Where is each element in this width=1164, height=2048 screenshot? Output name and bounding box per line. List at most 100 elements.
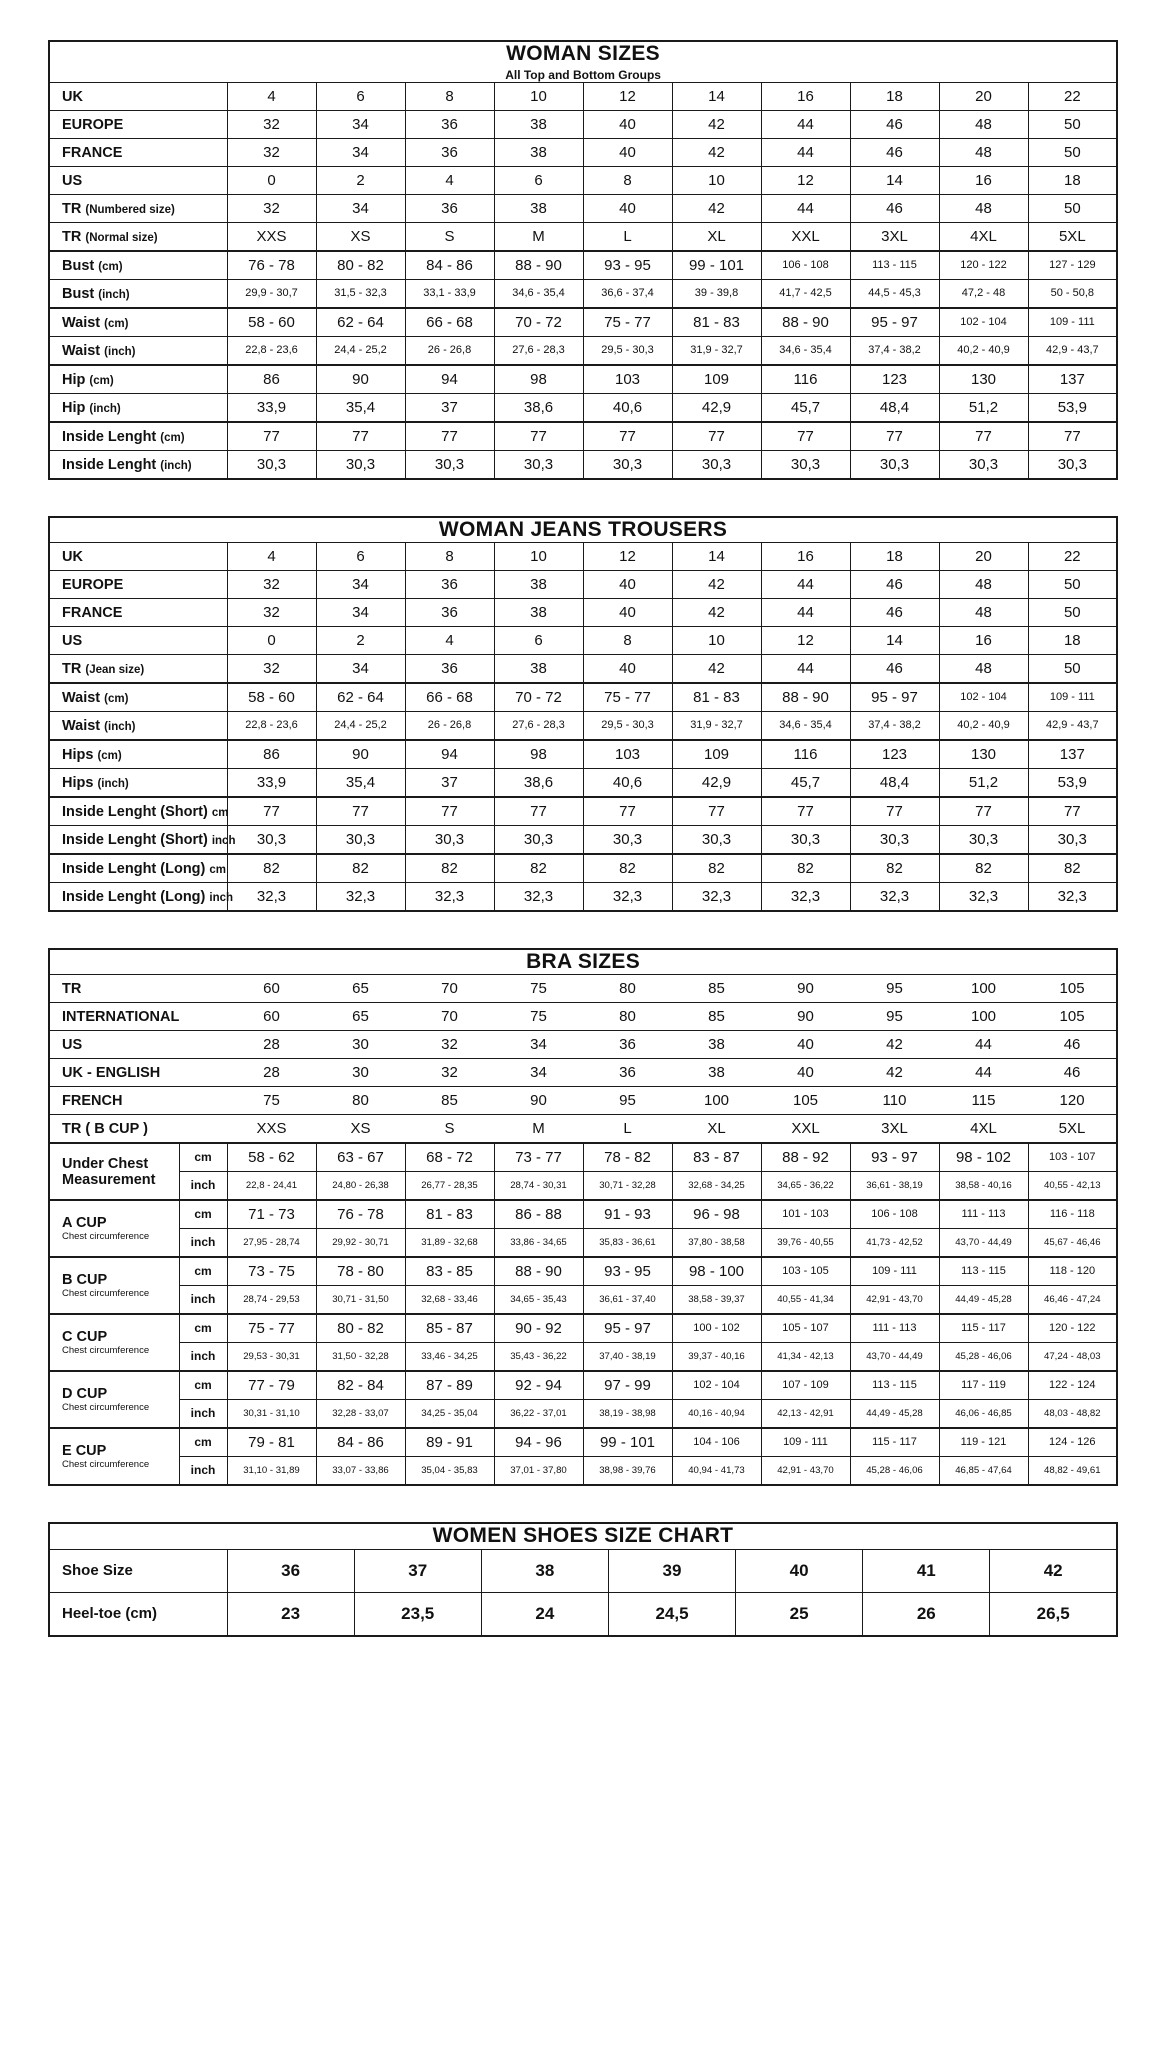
- row-label-unit: (inch): [98, 288, 130, 301]
- cell: 116: [760, 364, 851, 395]
- cell: 77: [315, 421, 406, 452]
- cell: 77: [226, 421, 317, 452]
- cell: 2: [315, 166, 406, 196]
- table-row: Shoe Size 36 37 38 39 40 41 42: [48, 1548, 1118, 1593]
- unit-cell-inch: inch: [178, 1342, 228, 1372]
- cell: XXL: [761, 1114, 850, 1144]
- cell: 32,68 - 34,25: [671, 1171, 762, 1201]
- cell: 76 - 78: [315, 1199, 406, 1230]
- cell: 31,10 - 31,89: [226, 1456, 317, 1486]
- cell: 113 - 115: [938, 1256, 1029, 1287]
- cell: 32: [405, 1058, 494, 1088]
- row-label-text: Inside Lenght (Long): [62, 860, 206, 877]
- row-label-text: TR: [62, 980, 82, 997]
- cell: 12: [760, 166, 851, 196]
- cell: 38: [493, 654, 584, 684]
- cell: 41,7 - 42,5: [760, 279, 851, 309]
- cup-row: Under Chest Measurement cm 58 - 62 63 - 67 68…: [48, 1142, 1118, 1201]
- cell: 46,46 - 47,24: [1027, 1285, 1118, 1315]
- cell: 90: [761, 1002, 850, 1032]
- size-table-woman-jeans-trousers: WOMAN JEANS TROUSERS UK 4 6 8 10 12 14 16 18 20 22 E…: [48, 516, 1119, 913]
- cup-row: D CUP Chest circumference cm 77 - 79 82 - 84…: [48, 1370, 1118, 1429]
- cell: 34: [315, 110, 406, 140]
- cell: 34: [315, 138, 406, 168]
- cell: 116 - 118: [1027, 1199, 1118, 1230]
- row-label: TR ( B CUP ): [48, 1114, 227, 1144]
- cell: XL: [672, 1114, 761, 1144]
- cell: 34: [315, 570, 406, 600]
- cell: 73 - 77: [493, 1142, 584, 1173]
- cell: 36: [583, 1030, 672, 1060]
- row-label-unit: (cm): [104, 692, 129, 705]
- cell: 94 - 96: [493, 1427, 584, 1458]
- cell: 85: [672, 974, 761, 1004]
- cell: 32: [226, 194, 317, 224]
- cell: 80: [316, 1086, 405, 1116]
- cup-row: inch 28,74 - 29,53 30,71 - 31,50 32,68 - 33…: [49, 1285, 1118, 1315]
- cell: 93 - 95: [582, 250, 673, 281]
- row-label: Inside Lenght (Long) cm: [48, 853, 228, 884]
- cell: 24,5: [607, 1591, 737, 1637]
- cell: 30,3: [849, 825, 940, 855]
- cell: 102 - 104: [938, 307, 1029, 338]
- cell: 29,53 - 30,31: [226, 1342, 317, 1372]
- cell: 103: [582, 739, 673, 770]
- cell: 45,28 - 46,06: [938, 1342, 1029, 1372]
- cell: 82: [404, 853, 495, 884]
- cell: 42,91 - 43,70: [760, 1456, 851, 1486]
- cell: 30,3: [315, 450, 406, 480]
- cell: 91 - 93: [582, 1199, 673, 1230]
- table-row: Hips (cm) 86 90 94 98 103 109 116 123 130 137: [48, 739, 1118, 770]
- cell: 50: [1027, 570, 1118, 600]
- row-label-text: FRENCH: [62, 1092, 123, 1109]
- cell: 30,3: [404, 450, 495, 480]
- cell: 44,49 - 45,28: [938, 1285, 1029, 1315]
- cell: 70 - 72: [493, 682, 584, 713]
- cell: 10: [493, 82, 584, 112]
- cell: XXS: [226, 222, 317, 252]
- cup-row: inch 27,95 - 28,74 29,92 - 30,71 31,89 - 32…: [49, 1228, 1118, 1258]
- cell: 31,89 - 32,68: [404, 1228, 495, 1258]
- cell: 48,4: [849, 768, 940, 798]
- cell: 82: [226, 853, 317, 884]
- cell: 65: [316, 974, 405, 1004]
- row-label-text: EUROPE: [62, 116, 124, 133]
- cell: 88 - 90: [760, 682, 851, 713]
- unit-cell-cm: cm: [178, 1199, 228, 1230]
- row-label: Bust (cm): [48, 250, 228, 281]
- cell: 130: [938, 739, 1029, 770]
- table-row: Inside Lenght (cm) 77 77 77 77 77 77 77 77 77 77: [48, 421, 1118, 452]
- cell: 86: [226, 739, 317, 770]
- cell: 10: [671, 626, 762, 656]
- cell: 40,2 - 40,9: [938, 336, 1029, 366]
- row-label: Waist (cm): [48, 307, 228, 338]
- cell: 82: [938, 853, 1029, 884]
- cell: 100: [939, 1002, 1028, 1032]
- row-label-unit: (cm): [104, 317, 129, 330]
- cell: 82: [493, 853, 584, 884]
- cell: 32,3: [938, 882, 1029, 912]
- cell: 40: [582, 194, 673, 224]
- cell: 120 - 122: [1027, 1313, 1118, 1344]
- cell: 22,8 - 23,6: [226, 711, 317, 741]
- cell: 48: [938, 110, 1029, 140]
- cell: 42: [671, 194, 762, 224]
- cell: 38,6: [493, 393, 584, 423]
- cell: 42: [989, 1548, 1118, 1593]
- cell: 82: [315, 853, 406, 884]
- cell: 53,9: [1027, 393, 1118, 423]
- table-row: Inside Lenght (Short) cm 77 77 77 77 77 77 77 77…: [48, 796, 1118, 827]
- cell: 2: [315, 626, 406, 656]
- cell: 12: [760, 626, 851, 656]
- cup-name-text-2: Measurement: [62, 1171, 156, 1188]
- table-row: INTERNATIONAL 60 65 70 75 80 85 90 95 100 105: [48, 1002, 1118, 1032]
- unit-cell-cm: cm: [178, 1313, 228, 1344]
- cell: 32: [226, 598, 317, 628]
- cell: 27,6 - 28,3: [493, 711, 584, 741]
- cell: 105: [761, 1086, 850, 1116]
- cell: 68 - 72: [404, 1142, 495, 1173]
- cell: 42,91 - 43,70: [849, 1285, 940, 1315]
- cell: 77: [938, 421, 1029, 452]
- cell: 105 - 107: [760, 1313, 851, 1344]
- cell: 77: [849, 421, 940, 452]
